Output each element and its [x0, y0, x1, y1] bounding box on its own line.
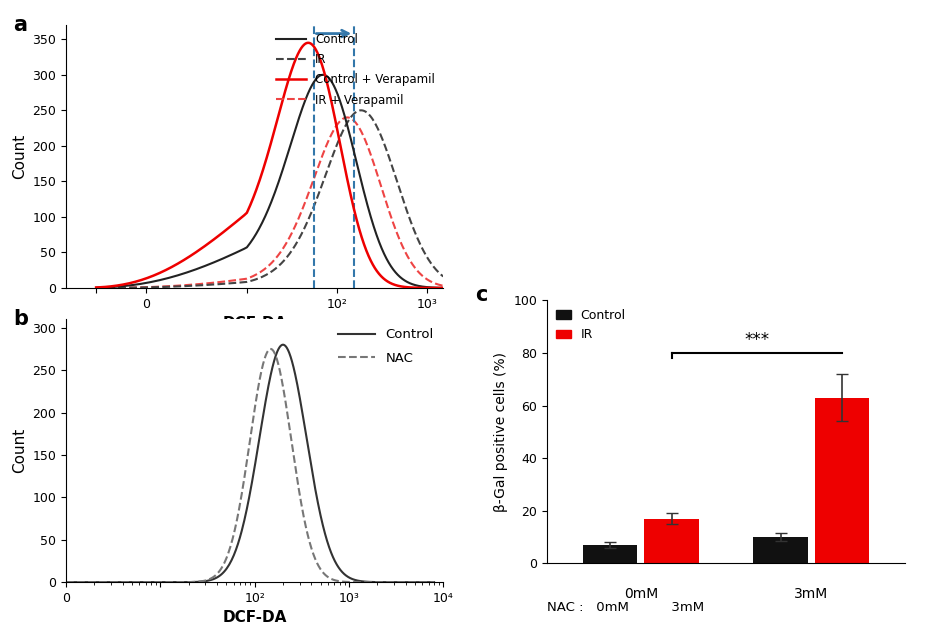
Y-axis label: β-Gal positive cells (%): β-Gal positive cells (%): [494, 352, 507, 512]
X-axis label: DCF-DA: DCF-DA: [223, 316, 287, 331]
Text: ***: ***: [744, 331, 769, 349]
Text: NAC :   0mM          3mM: NAC : 0mM 3mM: [547, 601, 704, 613]
Bar: [753, 537, 808, 563]
X-axis label: DCF-DA: DCF-DA: [223, 610, 287, 625]
Bar: [815, 398, 869, 563]
Y-axis label: Count: Count: [12, 428, 26, 473]
Text: c: c: [475, 285, 488, 305]
Legend: Control, IR, Control + Verapamil, IR + Verapamil: Control, IR, Control + Verapamil, IR + V…: [273, 31, 438, 109]
Bar: [583, 545, 637, 563]
Y-axis label: Count: Count: [12, 134, 26, 179]
Text: 3mM: 3mM: [794, 587, 829, 601]
Text: b: b: [13, 309, 28, 329]
Text: 0mM: 0mM: [623, 587, 658, 601]
Bar: [644, 519, 699, 563]
Legend: Control, NAC: Control, NAC: [336, 326, 437, 367]
Text: a: a: [13, 14, 27, 34]
Legend: Control, IR: Control, IR: [554, 307, 628, 344]
